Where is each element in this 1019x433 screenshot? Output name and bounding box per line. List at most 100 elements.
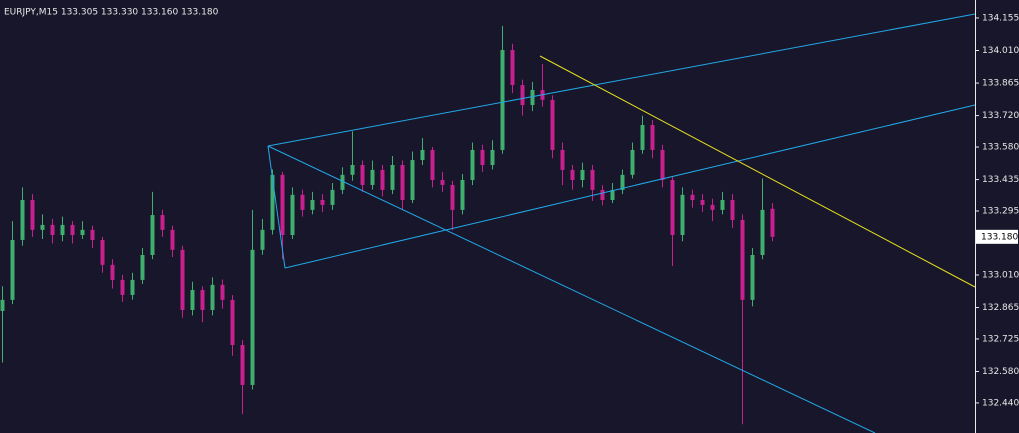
candle-body bbox=[290, 194, 295, 236]
candle-body bbox=[440, 180, 445, 185]
channel-diagonal bbox=[267, 145, 876, 433]
drawn-objects bbox=[267, 13, 976, 433]
candle-body bbox=[740, 219, 745, 300]
candle-body bbox=[750, 254, 755, 300]
candle-body bbox=[500, 50, 505, 150]
y-tick-label: 132.440 bbox=[982, 398, 1019, 408]
y-tick-label: 132.725 bbox=[982, 334, 1019, 344]
candle-body bbox=[80, 229, 85, 236]
candle-body bbox=[350, 164, 355, 175]
candle-body bbox=[70, 224, 75, 236]
candle-body bbox=[670, 180, 675, 236]
y-tick-label: 133.865 bbox=[982, 79, 1019, 89]
candle-body bbox=[390, 164, 395, 190]
candle-body bbox=[50, 224, 55, 236]
candle-body bbox=[180, 249, 185, 310]
candle-body bbox=[700, 200, 705, 205]
candle-body bbox=[150, 215, 155, 255]
y-tick-label: 133.295 bbox=[982, 207, 1019, 217]
candle-body bbox=[370, 169, 375, 185]
candle-body bbox=[20, 200, 25, 240]
candle-body bbox=[690, 194, 695, 201]
candle-body bbox=[10, 239, 15, 300]
y-tick-label: 132.580 bbox=[982, 367, 1019, 377]
candle-body bbox=[0, 299, 5, 311]
candle-body bbox=[720, 200, 725, 210]
candle-body bbox=[640, 125, 645, 150]
channel-upper bbox=[267, 13, 976, 147]
channel-edge bbox=[267, 145, 286, 269]
candle-body bbox=[730, 200, 735, 220]
plot-area bbox=[0, 25, 775, 425]
candle-body bbox=[660, 149, 665, 181]
candle-body bbox=[770, 208, 775, 237]
current-price-box bbox=[976, 229, 1018, 244]
candle-body bbox=[200, 290, 205, 310]
candle-body bbox=[270, 174, 275, 230]
current-price-label: 133.180 bbox=[981, 232, 1018, 242]
y-tick-label: 133.435 bbox=[982, 175, 1019, 185]
candle-body bbox=[220, 284, 225, 300]
candle-body bbox=[310, 200, 315, 210]
candle-body bbox=[160, 215, 165, 230]
candle-body bbox=[520, 85, 525, 106]
candle-body bbox=[450, 184, 455, 210]
candle-body bbox=[360, 164, 365, 185]
y-tick-label: 134.155 bbox=[982, 13, 1019, 23]
candle-body bbox=[120, 279, 125, 295]
candle-body bbox=[60, 224, 65, 236]
candle-body bbox=[590, 169, 595, 190]
candle-body bbox=[600, 189, 605, 201]
candle-body bbox=[140, 254, 145, 280]
candle-body bbox=[320, 200, 325, 205]
candle-body bbox=[330, 189, 335, 205]
candle-body bbox=[240, 345, 245, 385]
candle-body bbox=[250, 249, 255, 385]
candle-body bbox=[710, 204, 715, 210]
channel-lower bbox=[284, 104, 976, 269]
candle-body bbox=[400, 164, 405, 201]
candle-body bbox=[610, 189, 615, 201]
candle-body bbox=[530, 90, 535, 106]
candle-body bbox=[490, 149, 495, 165]
candle-body bbox=[190, 290, 195, 310]
candle-body bbox=[410, 160, 415, 201]
candle-body bbox=[40, 224, 45, 230]
candle-body bbox=[130, 279, 135, 295]
candle-body bbox=[620, 174, 625, 190]
candle-body bbox=[550, 99, 555, 150]
candle-body bbox=[210, 284, 215, 310]
candle-body bbox=[470, 149, 475, 181]
y-tick-label: 133.580 bbox=[982, 143, 1019, 153]
candle-body bbox=[630, 149, 635, 175]
candle-body bbox=[280, 174, 285, 236]
candle-body bbox=[90, 229, 95, 240]
y-tick-label: 134.010 bbox=[982, 46, 1019, 56]
y-tick-label: 133.720 bbox=[982, 111, 1019, 121]
candle-body bbox=[680, 194, 685, 236]
candle-body bbox=[380, 169, 385, 190]
trend-line bbox=[539, 55, 976, 288]
candle-body bbox=[300, 194, 305, 210]
candle-body bbox=[170, 229, 175, 250]
candle-body bbox=[480, 149, 485, 165]
candle-body bbox=[460, 180, 465, 210]
candle-body bbox=[110, 264, 115, 280]
candle-body bbox=[570, 169, 575, 181]
candle-body bbox=[340, 174, 345, 190]
candle-body bbox=[650, 125, 655, 150]
candle-body bbox=[560, 149, 565, 170]
candle-body bbox=[230, 299, 235, 346]
candle-body bbox=[580, 169, 585, 181]
price-scale: 134.155 134.010 133.865 133.720 133.580 133.4… bbox=[975, 13, 1019, 408]
candle-body bbox=[260, 229, 265, 250]
candle-body bbox=[420, 149, 425, 161]
y-tick-label: 132.865 bbox=[982, 303, 1019, 313]
candle-body bbox=[430, 149, 435, 181]
candle-body bbox=[510, 50, 515, 86]
candle-body bbox=[760, 209, 765, 255]
candle-body bbox=[100, 239, 105, 265]
y-tick-label: 133.010 bbox=[982, 270, 1019, 280]
chart-title: EURJPY,M15 133.305 133.330 133.160 133.1… bbox=[4, 8, 219, 18]
